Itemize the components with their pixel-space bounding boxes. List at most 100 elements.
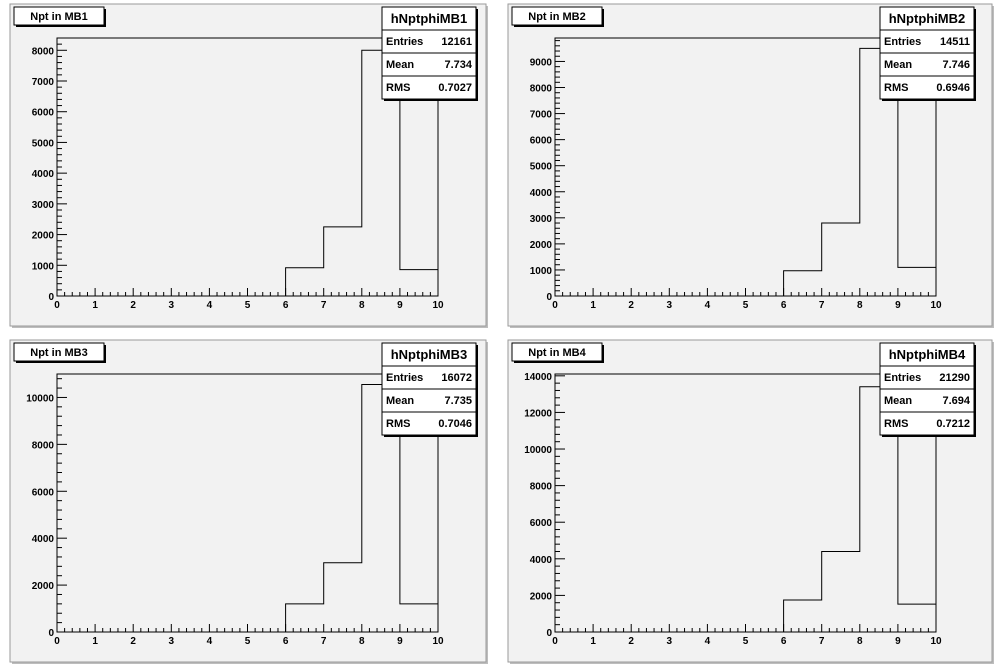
y-tick-label: 6000 xyxy=(32,487,55,498)
y-tick-label: 3000 xyxy=(530,214,553,225)
x-tick-label: 7 xyxy=(819,300,825,311)
x-tick-label: 2 xyxy=(628,636,634,647)
x-tick-label: 7 xyxy=(819,636,825,647)
x-tick-label: 8 xyxy=(857,300,863,311)
x-tick-label: 4 xyxy=(705,636,711,647)
plot-frame xyxy=(56,373,439,633)
chart-title: Npt in MB1 xyxy=(30,11,87,23)
histogram-pad-2: 0 1 2 3 4 5 6 7 8 9 10 0 1000 2000 3000 4000 5000 6000 700… xyxy=(507,3,994,328)
x-tick-label: 0 xyxy=(552,636,558,647)
x-tick-label: 6 xyxy=(781,636,787,647)
y-tick-label: 8000 xyxy=(32,440,55,451)
x-tick-label: 8 xyxy=(857,636,863,647)
stats-rms-label: RMS xyxy=(386,82,410,94)
title-box xyxy=(13,342,105,362)
y-tick-label: 5000 xyxy=(32,138,55,149)
y-tick-label: 4000 xyxy=(530,555,553,566)
y-tick-label: 2000 xyxy=(530,591,553,602)
y-tick-label: 7000 xyxy=(32,77,55,88)
x-tick-label: 1 xyxy=(590,300,596,311)
x-tick-label: 7 xyxy=(321,636,327,647)
y-tick-label: 1000 xyxy=(32,261,55,272)
x-tick-label: 10 xyxy=(432,636,444,647)
x-tick-label: 6 xyxy=(283,300,289,311)
stats-entries-label: Entries xyxy=(884,372,921,384)
x-tick-label: 2 xyxy=(130,636,136,647)
stats-rms-value: 0.7027 xyxy=(438,82,472,94)
y-tick-label: 4000 xyxy=(530,188,553,199)
x-tick-label: 3 xyxy=(667,636,673,647)
x-tick-label: 5 xyxy=(245,636,251,647)
y-tick-label: 4000 xyxy=(32,534,55,545)
stats-rms-value: 0.7212 xyxy=(936,418,970,430)
title-box xyxy=(13,6,105,26)
y-tick-label: 14000 xyxy=(524,372,552,383)
x-tick-label: 1 xyxy=(92,636,98,647)
stats-entries-value: 16072 xyxy=(441,372,472,384)
x-tick-label: 4 xyxy=(207,300,213,311)
stats-histogram-name: hNptphiMB3 xyxy=(391,347,468,362)
x-tick-label: 2 xyxy=(628,300,634,311)
x-tick-label: 6 xyxy=(283,636,289,647)
stats-rms-label: RMS xyxy=(386,418,410,430)
plot-frame xyxy=(554,373,937,633)
y-tick-label: 6000 xyxy=(530,518,553,529)
x-tick-label: 5 xyxy=(743,636,749,647)
y-tick-label: 6000 xyxy=(32,108,55,119)
x-tick-label: 1 xyxy=(590,636,596,647)
x-tick-label: 9 xyxy=(397,636,403,647)
y-tick-label: 2000 xyxy=(32,231,55,242)
y-tick-label: 10000 xyxy=(26,393,54,404)
histogram-pad-3: 0 1 2 3 4 5 6 7 8 9 10 0 2000 4000 6000 8000 10000 Npt in… xyxy=(9,339,488,664)
x-tick-label: 0 xyxy=(552,300,558,311)
x-tick-label: 5 xyxy=(743,300,749,311)
y-tick-label: 6000 xyxy=(530,136,553,147)
stats-entries-value: 21290 xyxy=(939,372,970,384)
x-tick-label: 7 xyxy=(321,300,327,311)
stats-mean-value: 7.746 xyxy=(942,59,970,71)
y-tick-label: 0 xyxy=(546,628,552,639)
stats-mean-label: Mean xyxy=(884,59,912,71)
stats-histogram-name: hNptphiMB4 xyxy=(889,347,966,362)
title-box xyxy=(511,342,603,362)
x-tick-label: 9 xyxy=(895,636,901,647)
x-tick-label: 10 xyxy=(432,300,444,311)
stats-entries-value: 14511 xyxy=(940,36,970,48)
stats-mean-value: 7.735 xyxy=(444,395,472,407)
y-tick-label: 4000 xyxy=(32,169,55,180)
y-tick-label: 8000 xyxy=(32,46,55,57)
stats-rms-label: RMS xyxy=(884,418,908,430)
stats-entries-label: Entries xyxy=(386,372,423,384)
stats-mean-label: Mean xyxy=(386,395,414,407)
plot-frame xyxy=(56,37,439,297)
plot-frame xyxy=(554,37,937,297)
histogram-pad-4: 0 1 2 3 4 5 6 7 8 9 10 0 2000 4000 6000 8000 10000 12000 1… xyxy=(507,339,994,664)
y-tick-label: 0 xyxy=(546,292,552,303)
stats-rms-label: RMS xyxy=(884,82,908,94)
x-tick-label: 5 xyxy=(245,300,251,311)
y-tick-label: 2000 xyxy=(530,240,553,251)
x-tick-label: 4 xyxy=(705,300,711,311)
x-tick-label: 8 xyxy=(359,300,365,311)
stats-rms-value: 0.7046 xyxy=(438,418,472,430)
x-tick-label: 4 xyxy=(207,636,213,647)
x-tick-label: 9 xyxy=(397,300,403,311)
x-tick-label: 0 xyxy=(54,300,60,311)
histogram-pad-1: 0 1 2 3 4 5 6 7 8 9 10 0 1000 2000 3000 4000 5000 6000 700… xyxy=(9,3,488,328)
x-tick-label: 3 xyxy=(169,300,175,311)
title-box xyxy=(511,6,603,26)
x-tick-label: 10 xyxy=(930,300,942,311)
y-tick-label: 1000 xyxy=(530,266,553,277)
y-tick-label: 0 xyxy=(48,292,54,303)
stats-mean-label: Mean xyxy=(386,59,414,71)
stats-mean-value: 7.694 xyxy=(942,395,970,407)
x-tick-label: 6 xyxy=(781,300,787,311)
y-tick-label: 7000 xyxy=(530,110,553,121)
x-tick-label: 8 xyxy=(359,636,365,647)
x-tick-label: 10 xyxy=(930,636,942,647)
y-tick-label: 3000 xyxy=(32,200,55,211)
chart-title: Npt in MB4 xyxy=(528,347,586,359)
stats-entries-label: Entries xyxy=(884,36,921,48)
stats-mean-value: 7.734 xyxy=(444,59,472,71)
y-tick-label: 9000 xyxy=(530,57,553,68)
